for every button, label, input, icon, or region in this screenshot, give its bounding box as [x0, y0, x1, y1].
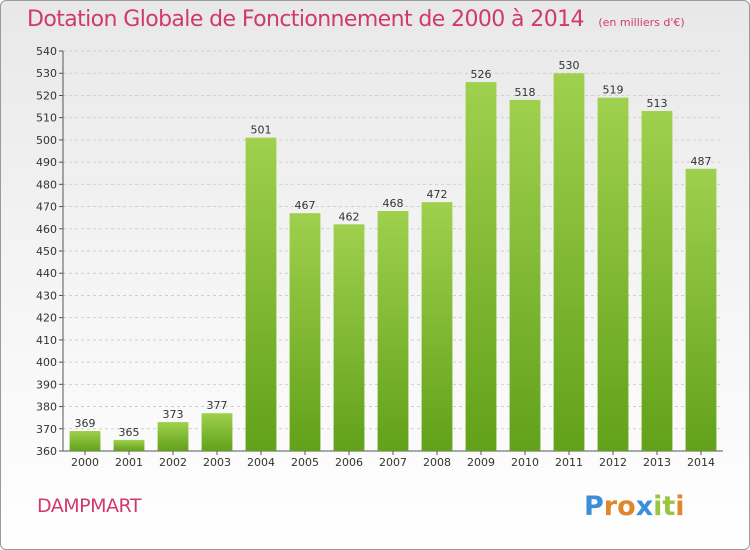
proxiti-logo: Proxiti — [584, 491, 685, 522]
bar-2009 — [465, 82, 497, 451]
bar-2003 — [201, 413, 233, 451]
chart-unit: (en milliers d'€) — [598, 16, 685, 29]
x-tick-label: 2005 — [291, 456, 319, 469]
value-label-2010: 518 — [515, 86, 536, 99]
chart-title: Dotation Globale de Fonctionnement de 20… — [27, 7, 585, 32]
y-tick-label: 520 — [36, 89, 57, 102]
x-tick-label: 2014 — [687, 456, 715, 469]
y-tick-label: 450 — [36, 245, 57, 258]
bar-2004 — [245, 137, 277, 451]
x-tick-label: 2001 — [115, 456, 143, 469]
y-tick-label: 510 — [36, 112, 57, 125]
value-label-2005: 467 — [295, 199, 316, 212]
bar-2010 — [509, 99, 541, 451]
bar-2002 — [157, 422, 189, 451]
y-tick-label: 490 — [36, 156, 57, 169]
y-tick-label: 370 — [36, 423, 57, 436]
commune-name: DAMPMART — [37, 495, 141, 517]
bar-2001 — [113, 439, 145, 451]
x-tick-label: 2010 — [511, 456, 539, 469]
y-tick-label: 440 — [36, 267, 57, 280]
y-tick-label: 400 — [36, 356, 57, 369]
x-tick-label: 2008 — [423, 456, 451, 469]
value-label-2007: 468 — [383, 197, 404, 210]
value-label-2003: 377 — [207, 399, 228, 412]
value-label-2013: 513 — [647, 97, 668, 110]
y-tick-label: 360 — [36, 445, 57, 458]
x-tick-label: 2000 — [71, 456, 99, 469]
value-label-2012: 519 — [603, 84, 624, 97]
x-tick-label: 2011 — [555, 456, 583, 469]
value-label-2000: 369 — [75, 417, 96, 430]
axes: 360 370 380 390 400 410 420 430 440 450 460 470 480 4… — [36, 45, 723, 469]
x-tick-label: 2012 — [599, 456, 627, 469]
logo-letter: t — [662, 491, 676, 522]
bar-2000 — [69, 431, 101, 451]
value-label-2006: 462 — [339, 210, 360, 223]
y-tick-label: 420 — [36, 312, 57, 325]
y-tick-label: 390 — [36, 378, 57, 391]
y-tick-label: 410 — [36, 334, 57, 347]
y-tick-label: 380 — [36, 401, 57, 414]
logo-letter: r — [603, 491, 618, 522]
bar-2014 — [685, 168, 717, 451]
value-label-2002: 373 — [163, 408, 184, 421]
bar-2011 — [553, 73, 585, 451]
x-tick-label: 2013 — [643, 456, 671, 469]
y-tick-label: 530 — [36, 67, 57, 80]
bars — [69, 73, 717, 452]
labels: 369 365 373 377 501 467 462 468 472 526 518 530 519 5… — [75, 59, 712, 439]
bar-2012 — [597, 97, 629, 452]
bar-2006 — [333, 224, 365, 451]
value-label-2014: 487 — [691, 155, 712, 168]
logo-letter: i — [675, 491, 685, 522]
bar-2007 — [377, 211, 409, 451]
x-tick-label: 2006 — [335, 456, 363, 469]
logo-letter: P — [584, 491, 604, 522]
x-tick-label: 2003 — [203, 456, 231, 469]
y-tick-label: 470 — [36, 201, 57, 214]
x-tick-label: 2002 — [159, 456, 187, 469]
x-tick-label: 2007 — [379, 456, 407, 469]
bar-2008 — [421, 202, 453, 451]
bar-2013 — [641, 111, 673, 451]
x-tick-label: 2004 — [247, 456, 275, 469]
y-tick-label: 460 — [36, 223, 57, 236]
value-label-2004: 501 — [251, 124, 272, 137]
value-label-2011: 530 — [559, 59, 580, 72]
value-label-2009: 526 — [471, 68, 492, 81]
title-row: Dotation Globale de Fonctionnement de 20… — [27, 7, 685, 32]
y-tick-label: 480 — [36, 178, 57, 191]
logo-letter: x — [635, 491, 654, 522]
logo-letter: i — [653, 491, 663, 522]
y-tick-label: 430 — [36, 289, 57, 302]
bar-2005 — [289, 213, 321, 451]
value-label-2008: 472 — [427, 188, 448, 201]
logo-letter: o — [617, 491, 636, 522]
value-label-2001: 365 — [119, 426, 140, 439]
y-tick-label: 540 — [36, 45, 57, 58]
x-tick-label: 2009 — [467, 456, 495, 469]
y-tick-label: 500 — [36, 134, 57, 147]
